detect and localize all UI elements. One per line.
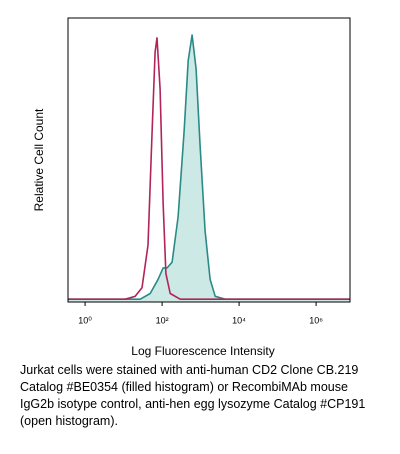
histogram-line [68, 37, 350, 300]
x-tick-label: 10² [156, 315, 169, 325]
chart: Relative Cell Count Log Fluorescence Int… [32, 17, 351, 358]
caption-line: IgG2b isotype control, anti-hen egg lyso… [20, 397, 366, 411]
caption-line: Jurkat cells were stained with anti-huma… [20, 363, 359, 377]
x-tick-label: 10⁰ [78, 315, 92, 325]
plot-frame [67, 17, 351, 303]
caption: Jurkat cells were stained with anti-huma… [20, 362, 395, 430]
caption-line: (open histogram). [20, 414, 118, 428]
x-tick-label: 10⁴ [232, 315, 246, 325]
y-axis-label: Relative Cell Count [32, 108, 46, 211]
caption-line: Catalog #BE0354 (filled histogram) or Re… [20, 380, 348, 394]
histogram-line [68, 34, 350, 300]
x-tick-label: 10⁶ [309, 315, 323, 325]
x-axis-label: Log Fluorescence Intensity [131, 344, 274, 358]
